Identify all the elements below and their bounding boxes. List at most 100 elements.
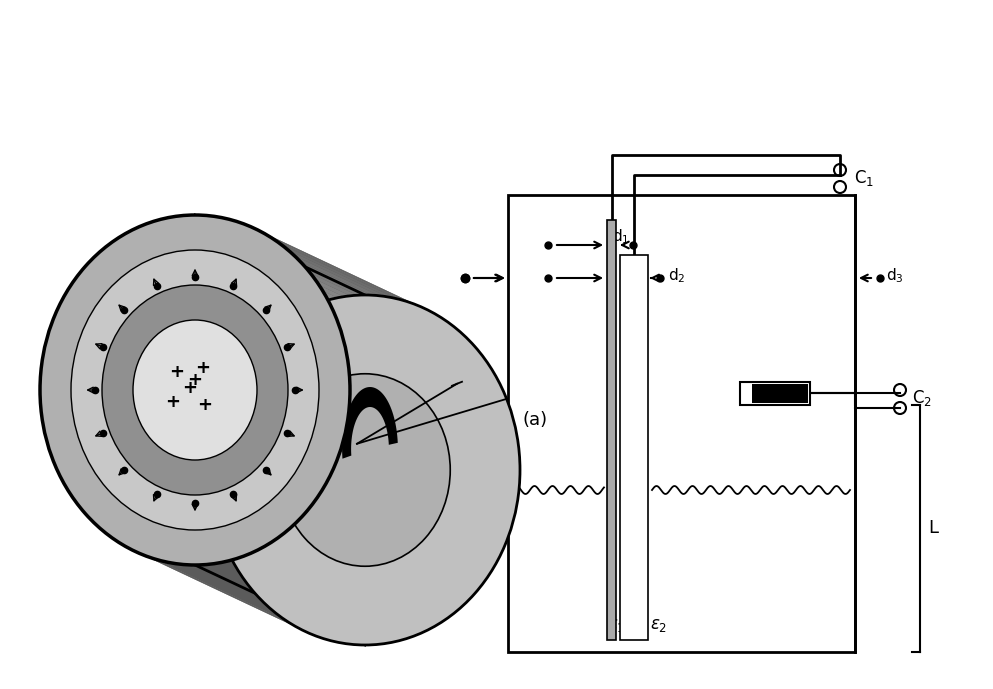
- Polygon shape: [79, 506, 254, 593]
- Polygon shape: [335, 460, 507, 546]
- Polygon shape: [41, 402, 211, 488]
- Polygon shape: [315, 495, 489, 581]
- Polygon shape: [326, 477, 499, 564]
- Ellipse shape: [133, 320, 257, 460]
- Polygon shape: [342, 442, 512, 528]
- Polygon shape: [272, 238, 451, 324]
- Polygon shape: [262, 232, 442, 318]
- Polygon shape: [109, 536, 288, 621]
- Polygon shape: [346, 425, 517, 511]
- Text: C$_2$: C$_2$: [912, 388, 932, 408]
- Bar: [752, 384, 808, 403]
- Polygon shape: [42, 413, 213, 499]
- Text: a: a: [409, 371, 421, 389]
- Polygon shape: [47, 331, 218, 418]
- Polygon shape: [42, 419, 213, 505]
- Polygon shape: [89, 518, 265, 604]
- Polygon shape: [84, 262, 259, 347]
- Polygon shape: [250, 227, 433, 313]
- Polygon shape: [64, 483, 237, 569]
- Bar: [740, 382, 810, 405]
- Text: d$_1$: d$_1$: [613, 227, 630, 246]
- Polygon shape: [343, 387, 398, 459]
- Polygon shape: [64, 291, 237, 377]
- Polygon shape: [340, 449, 511, 534]
- Polygon shape: [281, 530, 458, 616]
- Polygon shape: [306, 267, 481, 353]
- Bar: [607, 220, 616, 640]
- Polygon shape: [234, 553, 421, 639]
- Polygon shape: [343, 437, 514, 522]
- Polygon shape: [45, 343, 215, 429]
- Polygon shape: [332, 466, 504, 552]
- Polygon shape: [350, 402, 519, 488]
- Polygon shape: [71, 495, 245, 581]
- Polygon shape: [61, 297, 234, 382]
- Polygon shape: [347, 419, 517, 505]
- Polygon shape: [40, 396, 211, 482]
- Polygon shape: [319, 285, 493, 371]
- Polygon shape: [350, 390, 520, 476]
- Polygon shape: [155, 215, 365, 301]
- Text: +: +: [196, 359, 211, 377]
- Polygon shape: [68, 489, 241, 575]
- Polygon shape: [95, 524, 272, 610]
- Polygon shape: [46, 437, 217, 522]
- Polygon shape: [102, 244, 279, 330]
- Polygon shape: [350, 378, 520, 464]
- Polygon shape: [47, 442, 218, 528]
- Polygon shape: [56, 309, 228, 394]
- Polygon shape: [345, 343, 515, 429]
- Polygon shape: [51, 454, 223, 540]
- Polygon shape: [326, 297, 499, 382]
- Polygon shape: [58, 472, 230, 557]
- Polygon shape: [109, 238, 288, 324]
- Polygon shape: [295, 256, 471, 342]
- Polygon shape: [139, 553, 326, 639]
- Ellipse shape: [210, 295, 520, 645]
- Polygon shape: [234, 221, 421, 307]
- Text: L: L: [928, 519, 938, 537]
- Polygon shape: [288, 250, 465, 336]
- Polygon shape: [127, 227, 310, 313]
- Polygon shape: [40, 390, 211, 476]
- Polygon shape: [58, 302, 230, 389]
- Polygon shape: [323, 483, 496, 569]
- Text: d$_3$: d$_3$: [886, 266, 904, 285]
- Polygon shape: [43, 349, 214, 435]
- Text: +: +: [183, 379, 198, 397]
- Polygon shape: [40, 378, 211, 464]
- Polygon shape: [306, 506, 481, 593]
- Polygon shape: [295, 518, 471, 604]
- Polygon shape: [349, 367, 519, 453]
- Ellipse shape: [71, 250, 319, 530]
- Polygon shape: [346, 349, 517, 435]
- Polygon shape: [53, 460, 225, 546]
- Text: $\varepsilon_1$: $\varepsilon_1$: [609, 616, 626, 634]
- Polygon shape: [68, 285, 241, 371]
- Polygon shape: [45, 431, 215, 517]
- Polygon shape: [315, 279, 489, 365]
- Text: (a): (a): [522, 411, 547, 429]
- Text: b: b: [462, 386, 473, 404]
- Text: +: +: [166, 393, 181, 411]
- Polygon shape: [332, 309, 504, 394]
- Polygon shape: [337, 454, 509, 540]
- Polygon shape: [350, 396, 520, 482]
- Polygon shape: [330, 302, 502, 389]
- Polygon shape: [95, 250, 272, 336]
- Polygon shape: [42, 361, 213, 446]
- Ellipse shape: [40, 215, 350, 565]
- Polygon shape: [43, 425, 214, 511]
- Polygon shape: [337, 320, 509, 406]
- Polygon shape: [323, 291, 496, 377]
- Polygon shape: [41, 367, 212, 453]
- Polygon shape: [89, 256, 265, 342]
- Polygon shape: [342, 331, 512, 418]
- Text: +: +: [188, 371, 203, 389]
- Polygon shape: [49, 326, 220, 411]
- Text: C$_1$: C$_1$: [854, 168, 874, 188]
- Polygon shape: [335, 314, 507, 400]
- Polygon shape: [118, 232, 298, 318]
- Polygon shape: [53, 314, 225, 400]
